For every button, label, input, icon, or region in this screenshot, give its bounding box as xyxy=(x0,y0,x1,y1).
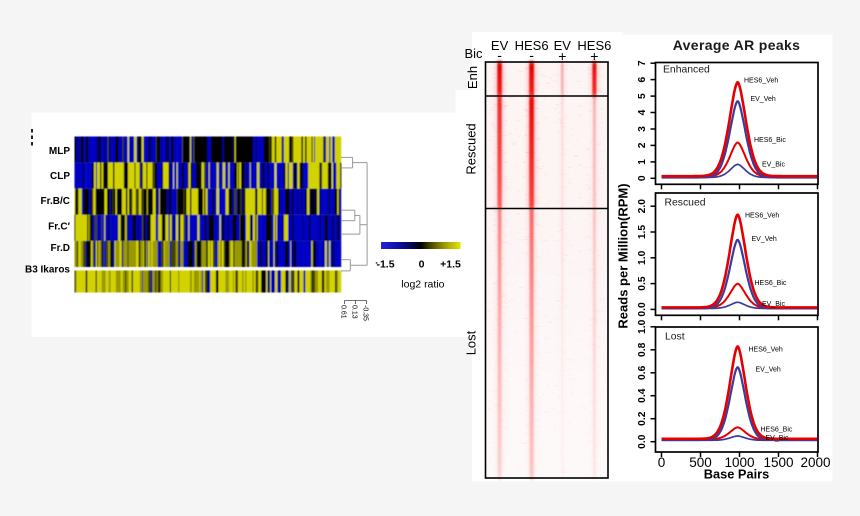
svg-text:0.0: 0.0 xyxy=(637,302,648,317)
svg-text:1.0: 1.0 xyxy=(637,319,648,334)
svg-text:0.13: 0.13 xyxy=(351,305,358,319)
svg-text:0.0: 0.0 xyxy=(637,434,648,449)
svg-text:EV: EV xyxy=(554,38,572,53)
svg-text:Enhanced: Enhanced xyxy=(663,65,710,76)
svg-text:Enh: Enh xyxy=(465,66,480,89)
svg-text:HES6_Bic: HES6_Bic xyxy=(761,427,793,434)
svg-text:CLP: CLP xyxy=(50,171,70,182)
svg-text:6: 6 xyxy=(637,76,648,82)
svg-text:Lost: Lost xyxy=(665,332,685,343)
svg-text:EV_Bic: EV_Bic xyxy=(766,435,789,442)
svg-text:0.5: 0.5 xyxy=(637,276,648,291)
svg-text:5: 5 xyxy=(637,93,648,99)
svg-text:2: 2 xyxy=(637,142,648,148)
svg-text:Fr.B/C: Fr.B/C xyxy=(41,196,70,207)
svg-text:+1.5: +1.5 xyxy=(440,259,461,271)
svg-text:-: - xyxy=(529,47,534,63)
svg-text:HES6_Bic: HES6_Bic xyxy=(754,137,786,144)
svg-text:7: 7 xyxy=(637,60,648,66)
svg-text:2000: 2000 xyxy=(800,455,830,470)
svg-text:0: 0 xyxy=(658,455,666,470)
svg-text:EV: EV xyxy=(491,38,509,53)
svg-text:EV_Bic: EV_Bic xyxy=(762,301,785,308)
svg-text:0: 0 xyxy=(419,259,425,271)
svg-text:HES6: HES6 xyxy=(577,38,611,53)
svg-text:MLP: MLP xyxy=(49,146,70,157)
svg-text:+: + xyxy=(590,48,598,64)
svg-text:1.5: 1.5 xyxy=(637,225,648,240)
svg-text:1000: 1000 xyxy=(724,455,754,470)
svg-text:0.8: 0.8 xyxy=(637,342,648,357)
svg-text:Reads per Million(RPM): Reads per Million(RPM) xyxy=(616,183,631,328)
svg-text:0.61: 0.61 xyxy=(340,305,347,319)
svg-text:1.0: 1.0 xyxy=(637,250,648,265)
svg-text:500: 500 xyxy=(689,455,712,470)
svg-text:+: + xyxy=(558,48,566,64)
svg-text:2.0: 2.0 xyxy=(637,199,648,214)
svg-text:EV_Veh: EV_Veh xyxy=(752,236,777,243)
svg-text:Bic: Bic xyxy=(465,46,484,61)
svg-text:HES6_Veh: HES6_Veh xyxy=(744,78,778,85)
svg-text:-1.5: -1.5 xyxy=(376,259,394,271)
svg-text:EV_Veh: EV_Veh xyxy=(751,96,776,103)
svg-text:3: 3 xyxy=(637,126,648,132)
svg-text:Fr.D: Fr.D xyxy=(51,243,70,254)
svg-text:0.6: 0.6 xyxy=(637,365,648,380)
svg-text:1: 1 xyxy=(637,159,648,165)
svg-text:Rescued: Rescued xyxy=(464,123,479,174)
svg-text:B3 Ikaros: B3 Ikaros xyxy=(25,264,70,275)
svg-text:-0.35: -0.35 xyxy=(362,305,369,321)
svg-text:EV_Veh: EV_Veh xyxy=(756,367,781,374)
svg-text:Base Pairs: Base Pairs xyxy=(704,467,769,482)
svg-text:Lost: Lost xyxy=(464,330,479,355)
svg-text:4: 4 xyxy=(637,109,648,115)
svg-text:HES6_Veh: HES6_Veh xyxy=(745,213,779,220)
svg-text:0.4: 0.4 xyxy=(637,388,648,403)
svg-text:Rescued: Rescued xyxy=(665,198,706,209)
svg-text:HES6_Bic: HES6_Bic xyxy=(755,280,787,287)
svg-text:HES6: HES6 xyxy=(515,38,549,53)
svg-text:1500: 1500 xyxy=(763,455,793,470)
svg-text:0: 0 xyxy=(637,175,648,181)
svg-text:0.2: 0.2 xyxy=(637,411,648,426)
svg-text:Average AR peaks: Average AR peaks xyxy=(673,37,801,53)
svg-text:EV_Bic: EV_Bic xyxy=(762,162,785,169)
svg-text:HES6_Veh: HES6_Veh xyxy=(749,347,783,354)
svg-text:Fr.C′: Fr.C′ xyxy=(48,221,70,232)
svg-text:-: - xyxy=(497,47,502,63)
svg-text:log2 ratio: log2 ratio xyxy=(401,279,444,291)
